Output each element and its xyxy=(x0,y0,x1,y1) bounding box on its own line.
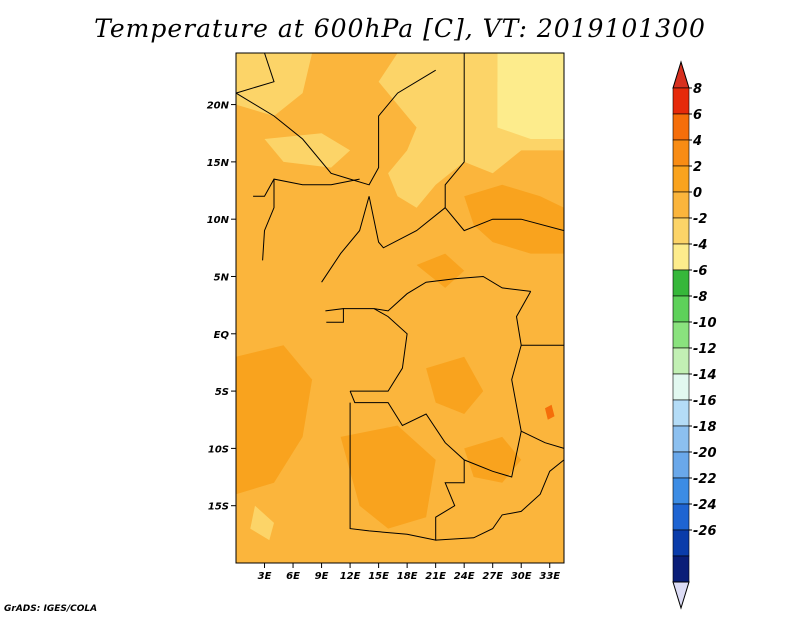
latitude-axis: 20N 15N 10N 5N EQ 5S 10S 15S xyxy=(207,101,236,513)
colorbar-swatch xyxy=(672,425,690,453)
lon-tick-label: 6E xyxy=(286,571,300,582)
lon-tick-label: 3E xyxy=(258,571,272,582)
colorbar-swatch xyxy=(672,217,690,245)
cooler-patch-northeast xyxy=(497,53,564,139)
colorbar-label: -26 xyxy=(693,524,717,539)
cool-patch-northwest xyxy=(236,53,313,116)
warm-patch-southwest xyxy=(236,345,313,495)
colorbar-label: 8 xyxy=(693,82,702,97)
colorbar-swatch xyxy=(672,529,690,557)
colorbar-swatch xyxy=(672,165,690,193)
colorbar-label: 2 xyxy=(693,160,702,175)
colorbar-swatch xyxy=(672,555,690,583)
colorbar-label: -14 xyxy=(693,368,717,383)
longitude-axis: 3E 6E 9E 12E 15E 18E 21E 24E 27E 30E 33E xyxy=(258,563,560,582)
hot-patch-east-africa xyxy=(545,404,555,420)
lon-tick-label: 9E xyxy=(315,571,329,582)
warm-patch-angola xyxy=(340,425,436,529)
colorbar-swatch xyxy=(672,373,690,401)
border-line xyxy=(435,459,565,541)
colorbar-swatch xyxy=(672,139,690,167)
colorbar-swatch xyxy=(672,295,690,323)
colorbar-label: 0 xyxy=(693,186,702,201)
lat-tick-label: 10S xyxy=(208,444,229,455)
colorbar-swatch xyxy=(672,269,690,297)
border-line xyxy=(349,291,532,478)
colorbar-label: -24 xyxy=(693,498,717,513)
lon-tick-label: 30E xyxy=(511,571,532,582)
colorbar-label: -18 xyxy=(693,420,717,435)
cool-patch-south xyxy=(250,505,274,541)
lat-tick-label: 10N xyxy=(207,215,230,226)
colorbar-label: -10 xyxy=(693,316,717,331)
colorbar-legend: 8 6 4 2 0 -2 -4 -6 -8 -10 -12 -14 -16 -18 -20 -22 -24 -26 xyxy=(672,60,717,610)
colorbar-swatch xyxy=(672,503,690,531)
colorbar-label: -16 xyxy=(693,394,717,409)
colorbar-swatch xyxy=(672,477,690,505)
colorbar-swatch xyxy=(672,243,690,271)
colorbar-swatch xyxy=(672,451,690,479)
colorbar-label: -4 xyxy=(693,238,707,253)
colorbar-swatch xyxy=(672,113,690,141)
colorbar-label: -22 xyxy=(693,472,717,487)
lon-tick-label: 12E xyxy=(340,571,361,582)
lat-tick-label: EQ xyxy=(214,330,230,341)
warm-patch-zambia xyxy=(464,436,522,483)
cool-patch-sahel xyxy=(264,133,351,168)
lon-tick-label: 18E xyxy=(397,571,418,582)
colorbar-label: 6 xyxy=(693,108,702,123)
border-line xyxy=(373,275,531,312)
lon-tick-label: 15E xyxy=(368,571,389,582)
border-line xyxy=(349,402,465,541)
colorbar-swatch xyxy=(672,321,690,349)
colorbar-label: -6 xyxy=(693,264,707,279)
border-line xyxy=(262,179,275,261)
colorbar-swatch xyxy=(672,347,690,375)
lon-tick-label: 27E xyxy=(482,571,503,582)
country-borders xyxy=(235,52,565,541)
lat-tick-label: 5N xyxy=(214,272,230,283)
border-line xyxy=(235,52,275,94)
lat-tick-label: 15N xyxy=(207,158,230,169)
colorbar-label: 4 xyxy=(692,134,702,149)
border-line xyxy=(253,178,360,197)
border-line xyxy=(325,308,344,323)
colorbar-swatch xyxy=(672,399,690,427)
border-line xyxy=(343,308,408,392)
colorbar-swatch xyxy=(672,87,690,115)
map-title: Temperature at 600hPa [C], VT: 201910130… xyxy=(94,14,706,43)
lon-tick-label: 21E xyxy=(425,571,446,582)
lon-tick-label: 33E xyxy=(539,571,560,582)
map-frame xyxy=(235,52,565,564)
border-line xyxy=(520,430,565,449)
colorbar-swatch xyxy=(672,191,690,219)
colorbar-label: -12 xyxy=(693,342,717,357)
lat-tick-label: 20N xyxy=(207,101,230,112)
colorbar-high-arrow xyxy=(672,60,690,89)
colorbar-low-arrow xyxy=(672,581,690,610)
colorbar-label: -8 xyxy=(693,290,707,305)
lat-tick-label: 15S xyxy=(208,502,229,513)
lon-tick-label: 24E xyxy=(454,571,475,582)
temperature-map xyxy=(235,52,565,564)
border-line xyxy=(321,196,446,283)
warm-patch-congo xyxy=(426,356,484,414)
lat-tick-label: 5S xyxy=(215,387,229,398)
colorbar-label: -20 xyxy=(693,446,717,461)
border-line xyxy=(235,69,436,186)
colorbar-label: -2 xyxy=(693,212,707,227)
grads-credit: GrADS: IGES/COLA xyxy=(4,604,98,614)
